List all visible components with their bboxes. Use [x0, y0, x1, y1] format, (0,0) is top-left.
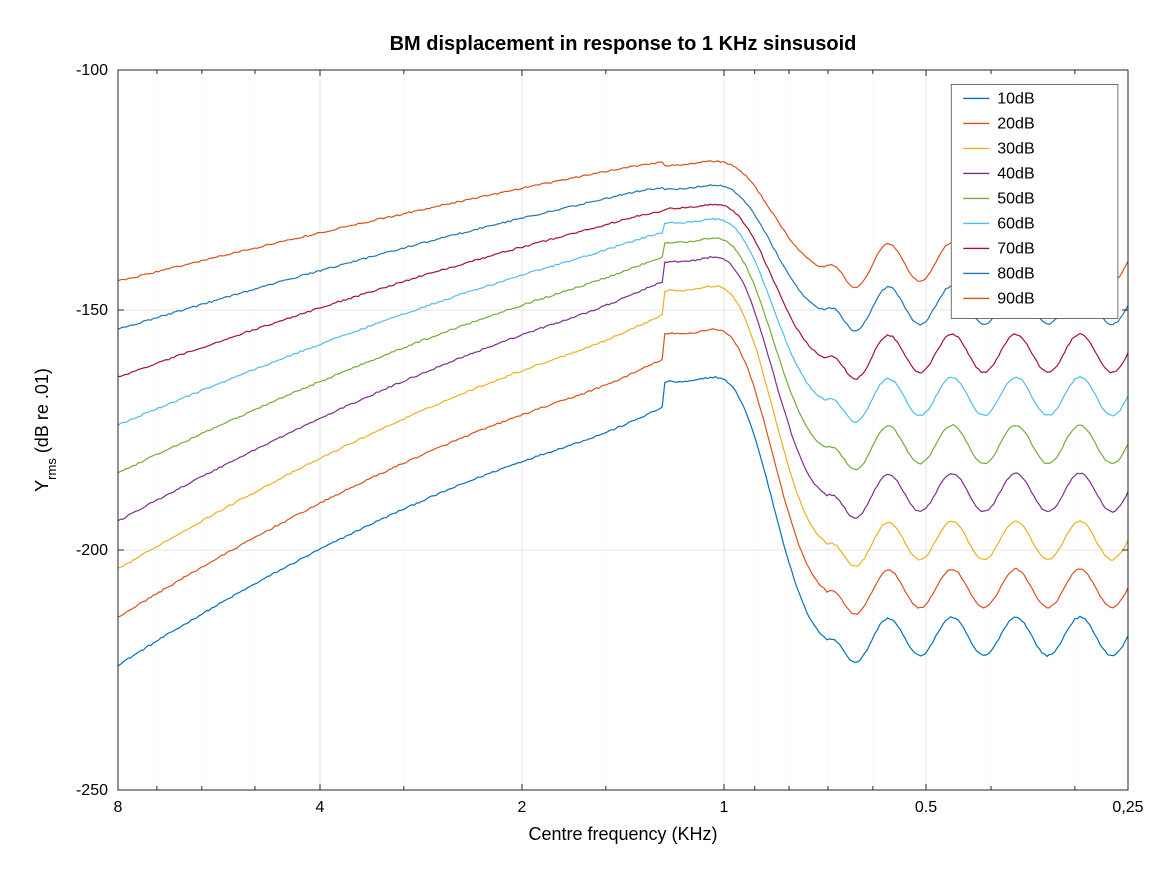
legend-label: 50dB [997, 190, 1034, 207]
y-tick-labels: -250 -200 -150 -100 [76, 62, 108, 799]
legend-label: 10dB [997, 90, 1034, 107]
legend-label: 30dB [997, 140, 1034, 157]
x-tick-labels: 8 4 2 1 0.5 0,25 [114, 799, 1144, 816]
x-tick-label: 2 [518, 799, 527, 816]
chart-container: -250 -200 -150 -100 8 4 2 1 0.5 0,25 BM displace… [0, 0, 1167, 875]
chart-title: BM displacement in response to 1 KHz sin… [390, 33, 857, 55]
y-tick-label: -100 [76, 62, 108, 79]
series-30dB [118, 286, 1128, 569]
legend-label: 80dB [997, 265, 1034, 282]
bm-displacement-chart: -250 -200 -150 -100 8 4 2 1 0.5 0,25 BM displace… [0, 0, 1167, 875]
x-axis-label: Centre frequency (KHz) [528, 824, 717, 844]
legend-label: 20dB [997, 115, 1034, 132]
legend-label: 40dB [997, 165, 1034, 182]
x-tick-label: 4 [316, 799, 325, 816]
series-10dB [118, 377, 1128, 666]
series-20dB [118, 329, 1128, 617]
x-tick-label: 0,25 [1112, 799, 1143, 816]
x-tick-label: 8 [114, 799, 123, 816]
legend-label: 90dB [997, 290, 1034, 307]
legend-label: 60dB [997, 215, 1034, 232]
y-tick-label: -200 [76, 542, 108, 559]
x-tick-label: 0.5 [915, 799, 937, 816]
y-tick-label: -150 [76, 302, 108, 319]
legend: 10dB 20dB 30dB 40dB 50dB 60dB 70dB 80dB 90dB [951, 84, 1118, 318]
y-tick-label: -250 [76, 782, 108, 799]
y-axis-label: Yrms (dB re .01) [32, 368, 59, 492]
x-tick-label: 1 [720, 799, 729, 816]
legend-label: 70dB [997, 240, 1034, 257]
